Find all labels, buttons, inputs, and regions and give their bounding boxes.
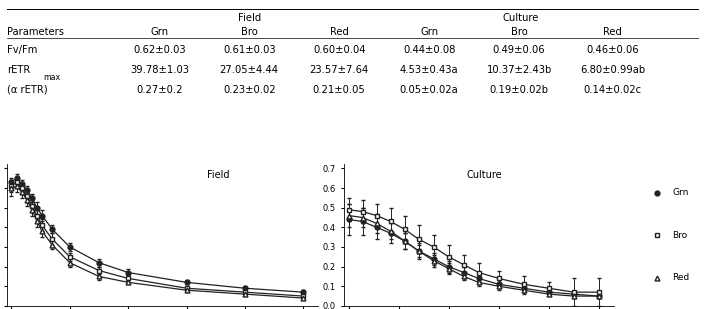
Text: 27.05±4.44: 27.05±4.44 (220, 66, 279, 75)
Text: Red: Red (330, 27, 349, 37)
Text: Grn: Grn (420, 27, 438, 37)
Text: Grn: Grn (672, 188, 688, 197)
Text: 0.61±0.03: 0.61±0.03 (223, 45, 275, 55)
Text: 0.21±0.05: 0.21±0.05 (313, 85, 366, 95)
Text: Parameters: Parameters (7, 27, 64, 37)
Text: 0.62±0.03: 0.62±0.03 (133, 45, 186, 55)
Text: Bro: Bro (672, 231, 688, 240)
Text: 0.19±0.02b: 0.19±0.02b (489, 85, 549, 95)
Text: Culture: Culture (503, 13, 539, 23)
Text: (α rETR): (α rETR) (7, 85, 48, 95)
Text: 0.14±0.02c: 0.14±0.02c (583, 85, 642, 95)
Text: 4.53±0.43a: 4.53±0.43a (400, 66, 458, 75)
Text: Culture: Culture (466, 170, 502, 180)
Text: Bro: Bro (241, 27, 258, 37)
Text: 0.27±0.2: 0.27±0.2 (136, 85, 183, 95)
Text: 6.80±0.99ab: 6.80±0.99ab (580, 66, 645, 75)
Text: Field: Field (238, 13, 261, 23)
Text: 0.44±0.08: 0.44±0.08 (403, 45, 455, 55)
Text: Grn: Grn (150, 27, 168, 37)
Text: max: max (43, 73, 60, 82)
Text: 39.78±1.03: 39.78±1.03 (130, 66, 189, 75)
Text: 23.57±7.64: 23.57±7.64 (309, 66, 369, 75)
Text: 0.49±0.06: 0.49±0.06 (493, 45, 545, 55)
Text: 0.60±0.04: 0.60±0.04 (313, 45, 366, 55)
Text: 0.46±0.06: 0.46±0.06 (586, 45, 639, 55)
Text: Red: Red (672, 273, 690, 282)
Text: 0.23±0.02: 0.23±0.02 (223, 85, 275, 95)
Text: 0.05±0.02a: 0.05±0.02a (400, 85, 458, 95)
Text: Fv/Fm: Fv/Fm (7, 45, 37, 55)
Text: rETR: rETR (7, 66, 30, 75)
Text: Red: Red (603, 27, 622, 37)
Text: Field: Field (207, 170, 229, 180)
Text: Bro: Bro (510, 27, 527, 37)
Text: 10.37±2.43b: 10.37±2.43b (486, 66, 551, 75)
